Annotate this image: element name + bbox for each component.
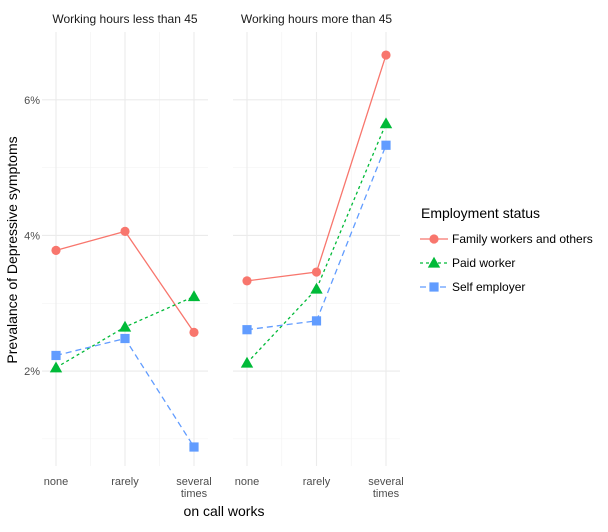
x-tick-label: none bbox=[235, 476, 259, 488]
data-point bbox=[311, 267, 322, 277]
x-tick-label: rarely bbox=[303, 476, 331, 488]
legend-title: Employment status bbox=[421, 205, 540, 221]
data-point bbox=[310, 282, 323, 294]
x-axis-title: on call works bbox=[184, 503, 265, 519]
data-point bbox=[189, 327, 199, 338]
data-point bbox=[49, 361, 63, 373]
data-point bbox=[379, 117, 393, 129]
data-point bbox=[120, 226, 130, 236]
data-point bbox=[51, 350, 61, 361]
y-tick-label: 6% bbox=[24, 95, 40, 107]
data-point bbox=[242, 325, 252, 335]
legend-label: Self employer bbox=[452, 280, 525, 294]
data-point bbox=[187, 290, 201, 302]
legend-key-marker bbox=[429, 234, 439, 244]
data-point bbox=[242, 276, 252, 286]
legend-key-marker bbox=[427, 256, 441, 268]
x-tick-label: none bbox=[44, 476, 68, 488]
data-point bbox=[381, 50, 391, 60]
panel-title: Working hours less than 45 bbox=[52, 12, 198, 26]
data-point bbox=[189, 442, 199, 452]
x-tick-label: rarely bbox=[111, 476, 139, 488]
data-point bbox=[51, 245, 61, 255]
x-tick-label: several bbox=[368, 476, 403, 488]
legend-label: Paid worker bbox=[452, 256, 515, 270]
legend-key-marker bbox=[429, 282, 439, 292]
data-point bbox=[381, 140, 391, 150]
data-point bbox=[118, 320, 132, 332]
data-point bbox=[120, 333, 130, 344]
y-tick-label: 2% bbox=[24, 366, 40, 378]
data-point bbox=[311, 316, 322, 326]
legend-label: Family workers and others bbox=[452, 232, 593, 246]
x-tick-label: times bbox=[373, 488, 400, 500]
x-tick-label: times bbox=[181, 488, 208, 500]
x-tick-label: several bbox=[176, 476, 211, 488]
y-axis-title: Prevalance of Depressive symptoms bbox=[4, 136, 20, 363]
panel-title: Working hours more than 45 bbox=[241, 12, 393, 26]
data-point bbox=[240, 356, 254, 368]
y-tick-label: 4% bbox=[24, 230, 40, 242]
